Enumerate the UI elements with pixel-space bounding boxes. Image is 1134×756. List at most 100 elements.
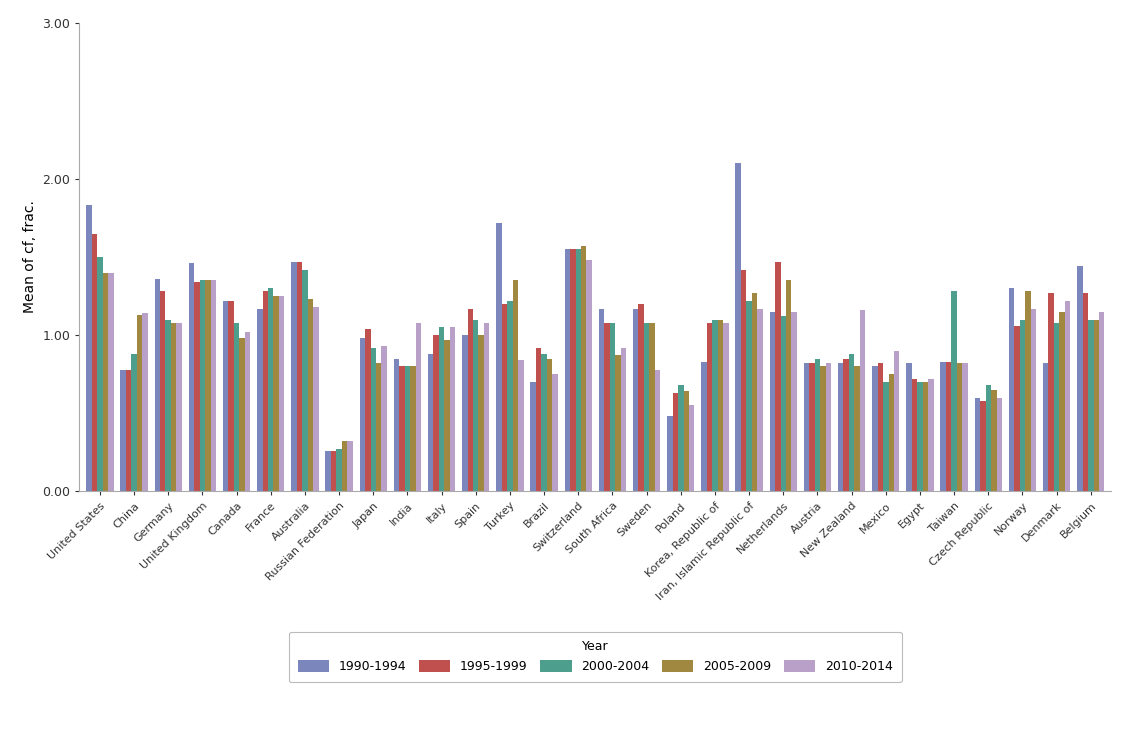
Bar xyxy=(1043,364,1049,491)
Bar xyxy=(341,442,347,491)
Bar xyxy=(633,308,638,491)
Bar xyxy=(331,451,337,491)
Bar xyxy=(684,392,689,491)
Bar xyxy=(758,308,763,491)
Bar xyxy=(946,361,951,491)
Bar xyxy=(752,293,758,491)
Bar xyxy=(849,354,854,491)
Bar xyxy=(307,299,313,491)
Bar xyxy=(381,346,387,491)
Bar xyxy=(376,364,381,491)
Bar xyxy=(279,296,285,491)
Bar xyxy=(654,370,660,491)
Bar xyxy=(820,367,826,491)
Bar xyxy=(325,451,331,491)
Bar xyxy=(894,351,899,491)
Bar xyxy=(1099,311,1105,491)
Bar xyxy=(741,270,746,491)
Bar xyxy=(126,370,132,491)
Bar xyxy=(257,308,263,491)
Bar xyxy=(889,374,894,491)
Bar xyxy=(786,280,792,491)
Bar xyxy=(1053,323,1059,491)
Bar xyxy=(371,348,376,491)
Bar xyxy=(804,364,810,491)
Bar xyxy=(650,323,654,491)
Bar xyxy=(194,282,200,491)
Bar xyxy=(810,364,814,491)
Bar xyxy=(940,361,946,491)
Bar xyxy=(780,317,786,491)
Bar xyxy=(92,234,98,491)
Bar xyxy=(581,246,586,491)
Bar xyxy=(615,355,620,491)
Bar xyxy=(985,385,991,491)
Bar xyxy=(678,385,684,491)
Bar xyxy=(860,310,865,491)
Bar xyxy=(102,273,108,491)
Bar xyxy=(980,401,985,491)
Bar xyxy=(570,249,576,491)
Bar xyxy=(223,301,228,491)
Bar xyxy=(620,348,626,491)
Bar xyxy=(365,329,371,491)
Bar xyxy=(245,332,251,491)
Bar xyxy=(770,311,775,491)
Bar xyxy=(445,340,450,491)
Bar xyxy=(599,308,604,491)
Bar xyxy=(536,348,541,491)
Bar xyxy=(923,382,928,491)
Bar xyxy=(263,291,268,491)
Bar xyxy=(541,354,547,491)
Bar xyxy=(507,301,513,491)
Bar xyxy=(171,323,177,491)
Bar xyxy=(746,301,752,491)
Bar xyxy=(706,323,712,491)
Bar xyxy=(1089,320,1093,491)
Bar xyxy=(337,449,341,491)
Bar xyxy=(872,367,878,491)
Bar xyxy=(1019,320,1025,491)
Bar xyxy=(234,323,239,491)
Bar xyxy=(518,360,524,491)
Bar xyxy=(200,280,205,491)
Bar xyxy=(98,257,102,491)
Bar xyxy=(854,367,860,491)
Bar xyxy=(667,417,672,491)
Bar xyxy=(473,320,479,491)
Bar xyxy=(211,280,217,491)
Bar xyxy=(239,338,245,491)
Bar xyxy=(883,382,889,491)
Bar xyxy=(912,379,917,491)
Bar xyxy=(497,223,501,491)
Bar xyxy=(399,367,405,491)
Bar xyxy=(547,358,552,491)
Bar xyxy=(604,323,610,491)
Bar xyxy=(142,313,147,491)
Bar xyxy=(963,364,967,491)
Bar xyxy=(297,262,302,491)
Bar xyxy=(302,270,307,491)
Legend: 1990-1994, 1995-1999, 2000-2004, 2005-2009, 2010-2014: 1990-1994, 1995-1999, 2000-2004, 2005-20… xyxy=(289,631,902,682)
Bar xyxy=(484,323,490,491)
Bar xyxy=(120,370,126,491)
Bar xyxy=(928,379,933,491)
Bar xyxy=(433,335,439,491)
Bar xyxy=(1014,326,1019,491)
Bar xyxy=(1059,311,1065,491)
Y-axis label: Mean of cf, frac.: Mean of cf, frac. xyxy=(23,200,36,314)
Bar xyxy=(974,398,980,491)
Bar xyxy=(775,262,780,491)
Bar xyxy=(906,364,912,491)
Bar xyxy=(450,327,455,491)
Bar xyxy=(638,304,644,491)
Bar xyxy=(439,327,445,491)
Bar xyxy=(1083,293,1089,491)
Bar xyxy=(1031,308,1036,491)
Bar xyxy=(359,338,365,491)
Bar xyxy=(313,307,319,491)
Bar xyxy=(416,323,421,491)
Bar xyxy=(228,301,234,491)
Bar xyxy=(177,323,181,491)
Bar xyxy=(166,320,171,491)
